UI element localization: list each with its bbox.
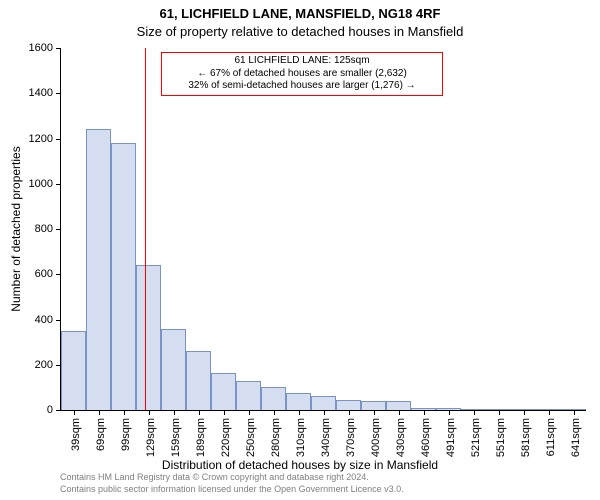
- histogram-bar: [336, 400, 361, 410]
- xtick-label: 220sqm: [220, 418, 232, 457]
- xtick-label: 99sqm: [120, 418, 132, 451]
- xtick-label: 159sqm: [170, 418, 182, 457]
- property-annotation: 61 LICHFIELD LANE: 125sqm← 67% of detach…: [161, 52, 443, 96]
- xtick-label: 370sqm: [345, 418, 357, 457]
- xtick: [99, 410, 100, 415]
- page-subtitle: Size of property relative to detached ho…: [0, 24, 600, 39]
- histogram-bar: [361, 401, 386, 410]
- xtick-label: 250sqm: [245, 418, 257, 457]
- xtick: [174, 410, 175, 415]
- xtick: [574, 410, 575, 415]
- chart-plot-area: 0200400600800100012001400160039sqm69sqm9…: [60, 48, 586, 411]
- xtick-label: 189sqm: [195, 418, 207, 457]
- ytick-label: 1000: [29, 178, 61, 190]
- histogram-bar: [186, 351, 211, 410]
- xtick-label: 430sqm: [395, 418, 407, 457]
- ytick-label: 1200: [29, 133, 61, 145]
- xtick-label: 280sqm: [270, 418, 282, 457]
- xtick: [199, 410, 200, 415]
- xtick-label: 551sqm: [495, 418, 507, 457]
- footer-copyright: Contains HM Land Registry data © Crown c…: [60, 472, 369, 482]
- histogram-bar: [261, 387, 286, 410]
- annotation-line: 32% of semi-detached houses are larger (…: [166, 80, 438, 93]
- xtick: [74, 410, 75, 415]
- xtick: [299, 410, 300, 415]
- reference-line: [145, 48, 146, 410]
- xtick: [549, 410, 550, 415]
- ytick-label: 400: [35, 314, 61, 326]
- xtick-label: 39sqm: [70, 418, 82, 451]
- xtick-label: 400sqm: [370, 418, 382, 457]
- ytick-label: 0: [47, 404, 61, 416]
- histogram-bar: [236, 381, 261, 410]
- histogram-bar: [386, 401, 411, 410]
- xtick: [149, 410, 150, 415]
- xtick: [274, 410, 275, 415]
- histogram-bar: [136, 265, 161, 410]
- xtick-label: 69sqm: [95, 418, 107, 451]
- xtick: [499, 410, 500, 415]
- xtick: [349, 410, 350, 415]
- xtick-label: 129sqm: [145, 418, 157, 457]
- histogram-bar: [311, 396, 336, 410]
- ytick-label: 1600: [29, 42, 61, 54]
- annotation-line: ← 67% of detached houses are smaller (2,…: [166, 68, 438, 81]
- xtick: [374, 410, 375, 415]
- ytick-label: 200: [35, 359, 61, 371]
- histogram-bar: [61, 331, 86, 410]
- footer-license: Contains public sector information licen…: [60, 484, 404, 494]
- xtick-label: 521sqm: [470, 418, 482, 457]
- xtick: [424, 410, 425, 415]
- xtick-label: 460sqm: [420, 418, 432, 457]
- xtick: [449, 410, 450, 415]
- annotation-line: 61 LICHFIELD LANE: 125sqm: [166, 55, 438, 68]
- xtick: [474, 410, 475, 415]
- xtick: [249, 410, 250, 415]
- xtick-label: 491sqm: [445, 418, 457, 457]
- ytick-label: 1400: [29, 87, 61, 99]
- histogram-bar: [286, 393, 311, 410]
- xtick: [524, 410, 525, 415]
- histogram-bar: [161, 329, 186, 410]
- xtick-label: 310sqm: [295, 418, 307, 457]
- xtick: [124, 410, 125, 415]
- y-axis-label: Number of detached properties: [9, 146, 23, 311]
- ytick-label: 800: [35, 223, 61, 235]
- xtick-label: 641sqm: [570, 418, 582, 457]
- xtick-label: 611sqm: [545, 418, 557, 456]
- histogram-bar: [86, 129, 111, 410]
- histogram-bar: [211, 373, 236, 410]
- xtick-label: 581sqm: [520, 418, 532, 457]
- xtick: [324, 410, 325, 415]
- xtick: [224, 410, 225, 415]
- x-axis-label: Distribution of detached houses by size …: [0, 458, 600, 472]
- page-title: 61, LICHFIELD LANE, MANSFIELD, NG18 4RF: [0, 6, 600, 21]
- ytick-label: 600: [35, 268, 61, 280]
- histogram-bar: [111, 143, 136, 410]
- xtick-label: 340sqm: [320, 418, 332, 457]
- xtick: [399, 410, 400, 415]
